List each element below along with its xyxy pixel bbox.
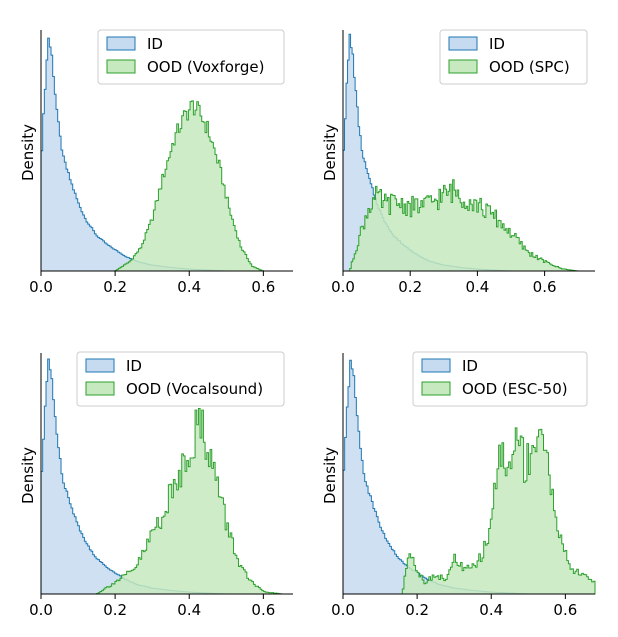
- x-tick-label: 0.0: [29, 278, 53, 296]
- series-ood-histogram: [114, 100, 264, 272]
- panel-3: 0.0 0.2 0.4 0.6 Density ID OOD (Vocalsound): [19, 351, 293, 619]
- legend-entry-label: ID: [147, 35, 163, 53]
- y-axis-label: Density: [19, 447, 37, 504]
- legend-entry-label: ID: [489, 35, 505, 53]
- legend: ID OOD (Vocalsound): [76, 351, 285, 407]
- x-tick-label: 0.4: [479, 601, 503, 619]
- series-ood-histogram: [401, 427, 596, 595]
- panel-2: 0.0 0.2 0.4 0.6 Density ID OOD (SPC): [321, 29, 595, 296]
- legend-swatch: [448, 36, 478, 51]
- legend: ID OOD (Voxforge): [97, 29, 285, 85]
- y-axis-label: Density: [19, 124, 37, 181]
- x-tick-label: 0.2: [103, 278, 127, 296]
- legend: ID OOD (ESC-50): [412, 351, 588, 407]
- x-tick-label: 0.6: [533, 278, 557, 296]
- legend-frame: [76, 351, 285, 407]
- legend-frame: [97, 29, 285, 85]
- y-axis-label: Density: [321, 447, 339, 504]
- x-tick-label: 0.2: [103, 601, 127, 619]
- legend-entry-label: OOD (ESC-50): [462, 380, 568, 398]
- x-tick-label: 0.4: [177, 601, 201, 619]
- legend-entry-label: ID: [126, 357, 142, 375]
- legend-swatch: [106, 59, 136, 74]
- panel-4: 0.0 0.2 0.4 0.6 Density ID OOD (ESC-50): [321, 351, 596, 619]
- y-axis-label: Density: [321, 124, 339, 181]
- legend-swatch: [85, 358, 115, 373]
- legend-entry-label: OOD (SPC): [489, 58, 570, 76]
- x-tick-label: 0.4: [465, 278, 489, 296]
- legend-entry-label: OOD (Voxforge): [147, 58, 264, 76]
- x-tick-label: 0.6: [251, 601, 275, 619]
- series-ood-histogram: [96, 407, 283, 595]
- series-ood-histogram: [349, 179, 579, 272]
- x-tick-label: 0.6: [251, 278, 275, 296]
- legend-frame: [412, 351, 588, 407]
- legend-swatch: [85, 381, 115, 396]
- x-tick-label: 0.2: [398, 278, 422, 296]
- x-tick-label: 0.4: [177, 278, 201, 296]
- legend-swatch: [421, 358, 451, 373]
- legend-swatch: [448, 59, 478, 74]
- x-tick-label: 0.2: [405, 601, 429, 619]
- x-tick-label: 0.0: [331, 278, 355, 296]
- legend-entry-label: ID: [462, 357, 478, 375]
- x-tick-label: 0.6: [553, 601, 577, 619]
- x-tick-label: 0.0: [331, 601, 355, 619]
- panel-1: 0.0 0.2 0.4 0.6 Density ID OOD (Voxforge): [19, 29, 293, 296]
- legend-swatch: [106, 36, 136, 51]
- x-tick-label: 0.0: [29, 601, 53, 619]
- legend: ID OOD (SPC): [439, 29, 588, 85]
- legend-entry-label: OOD (Vocalsound): [126, 380, 263, 398]
- legend-swatch: [421, 381, 451, 396]
